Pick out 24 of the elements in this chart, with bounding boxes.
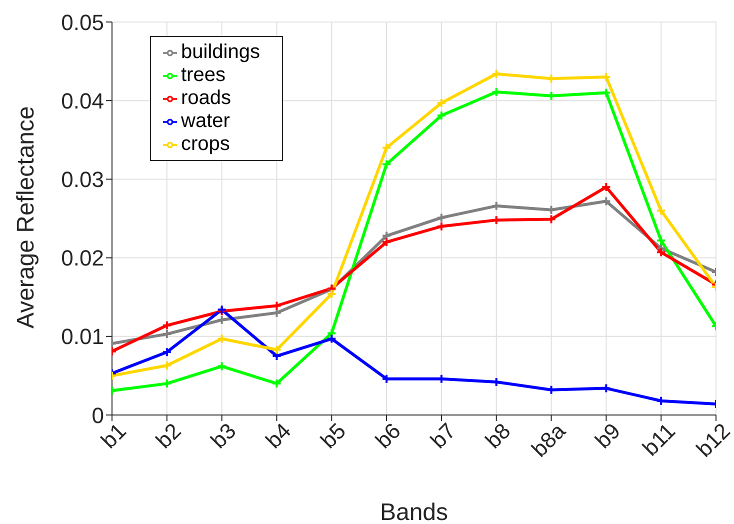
y-tick-label: 0.02: [61, 246, 104, 271]
x-tick-label: b6: [370, 418, 406, 454]
legend-label: crops: [181, 133, 230, 155]
x-tick-label: b12: [691, 418, 734, 462]
legend-label: trees: [181, 64, 226, 86]
x-axis-title: Bands: [380, 499, 448, 524]
x-tick-label: b7: [425, 418, 460, 454]
legend-label: buildings: [181, 41, 260, 63]
y-tick-label: 0.01: [61, 324, 104, 350]
y-tick-label: 0: [92, 402, 104, 428]
x-tick-label: b5: [316, 418, 351, 454]
x-tick-label: b11: [638, 418, 680, 461]
y-axis-title: Average Reflectance: [12, 106, 40, 328]
x-tick-label: b4: [260, 418, 296, 454]
y-tick-label: 0.04: [61, 88, 104, 114]
y-tick-label: 0.03: [61, 167, 104, 192]
x-tick-label: b2: [150, 418, 186, 454]
legend-label: roads: [181, 87, 232, 109]
y-tick-label: 0.05: [61, 10, 104, 35]
x-tick-label: b3: [206, 418, 241, 454]
x-tick-label: b8a: [526, 418, 571, 462]
x-tick-label: b9: [590, 418, 626, 454]
x-tick-label: b8: [480, 418, 516, 454]
legend-label: water: [181, 110, 230, 132]
